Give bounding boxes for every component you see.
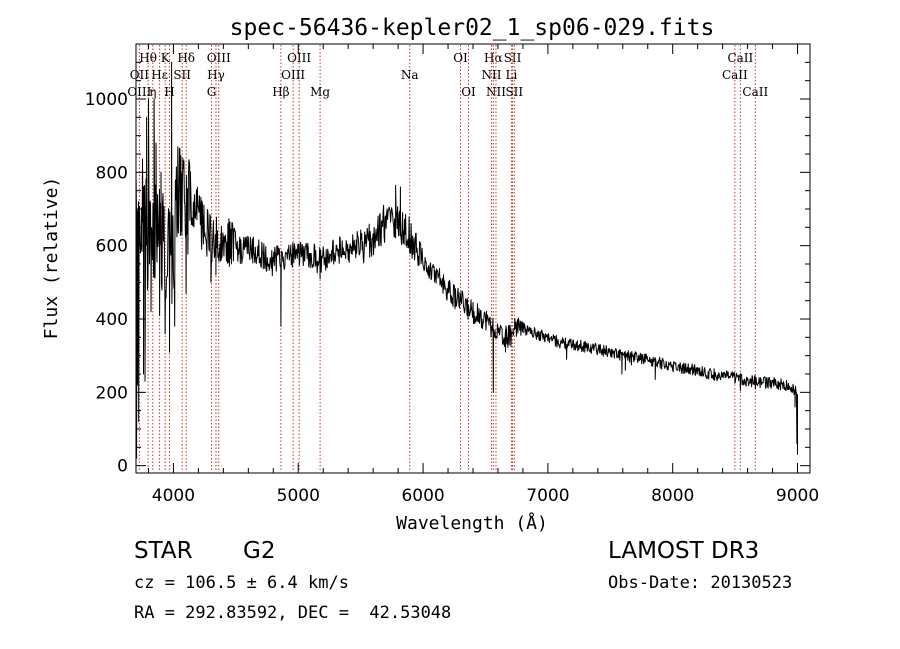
line-marker-label: Hε xyxy=(151,68,168,82)
line-marker-label: Hγ xyxy=(207,68,225,82)
coordinates-readout: RA = 292.83592, DEC = 42.53048 xyxy=(134,603,452,623)
line-marker-label: OIII xyxy=(287,51,311,65)
line-marker-label: OI xyxy=(461,85,476,99)
x-tick-label: 6000 xyxy=(401,486,444,506)
object-class: STAR xyxy=(134,538,193,564)
line-marker-label: Na xyxy=(401,68,419,82)
line-marker-label: SII xyxy=(504,51,522,65)
line-marker-label: η xyxy=(149,85,156,99)
spectrum-line xyxy=(135,61,798,459)
line-marker-label: Hα xyxy=(484,51,503,65)
subclass: G2 xyxy=(243,538,276,564)
x-tick-label: 9000 xyxy=(776,486,819,506)
line-marker-label: OIII xyxy=(127,85,151,99)
line-marker-label: K xyxy=(161,51,171,65)
obs-date: Obs-Date: 20130523 xyxy=(608,573,793,593)
x-axis-label: Wavelength (Å) xyxy=(396,512,548,534)
line-marker-label: Hδ xyxy=(177,51,195,65)
chart-title: spec-56436-kepler02_1_sp06-029.fits xyxy=(230,15,715,41)
line-marker-label: SII xyxy=(173,68,191,82)
y-tick-label: 200 xyxy=(96,383,128,403)
x-tick-label: 8000 xyxy=(651,486,694,506)
redshift-readout: cz = 106.5 ± 6.4 km/s xyxy=(134,573,349,593)
axes: 4000 5000 6000 7000 8000 9000 0 200 400 600 800 100… xyxy=(85,44,819,506)
line-marker-label: OIII xyxy=(207,51,231,65)
line-marker-label: NII xyxy=(486,85,506,99)
spectrum xyxy=(135,61,798,459)
line-marker-label: OI xyxy=(453,51,468,65)
line-marker-label: CaII xyxy=(742,85,768,99)
y-tick-label: 0 xyxy=(117,457,128,477)
x-tick-label: 7000 xyxy=(526,486,569,506)
line-marker-label: NII xyxy=(481,68,501,82)
line-marker-label: Hβ xyxy=(272,85,289,99)
survey-label: LAMOST DR3 xyxy=(608,538,760,564)
line-marker-label: OII xyxy=(130,68,150,82)
y-tick-label: 800 xyxy=(96,163,128,183)
line-marker-label: Hθ xyxy=(139,51,157,65)
y-tick-label: 400 xyxy=(96,310,128,330)
line-marker-label: Mg xyxy=(310,85,330,99)
plot-frame xyxy=(135,43,811,474)
line-marker-label: OIII xyxy=(281,68,305,82)
line-marker-label: CaII xyxy=(727,51,753,65)
line-marker-label: Li xyxy=(506,68,518,82)
line-marker-label: H xyxy=(164,85,174,99)
y-tick-label: 1000 xyxy=(85,90,128,110)
x-tick-label: 4000 xyxy=(152,486,195,506)
y-axis-label: Flux (relative) xyxy=(41,177,62,340)
line-marker-label: G xyxy=(207,85,217,99)
x-tick-label: 5000 xyxy=(277,486,320,506)
line-marker-label: SII xyxy=(505,85,523,99)
y-tick-label: 600 xyxy=(96,237,128,257)
line-marker-label: CaII xyxy=(722,68,748,82)
